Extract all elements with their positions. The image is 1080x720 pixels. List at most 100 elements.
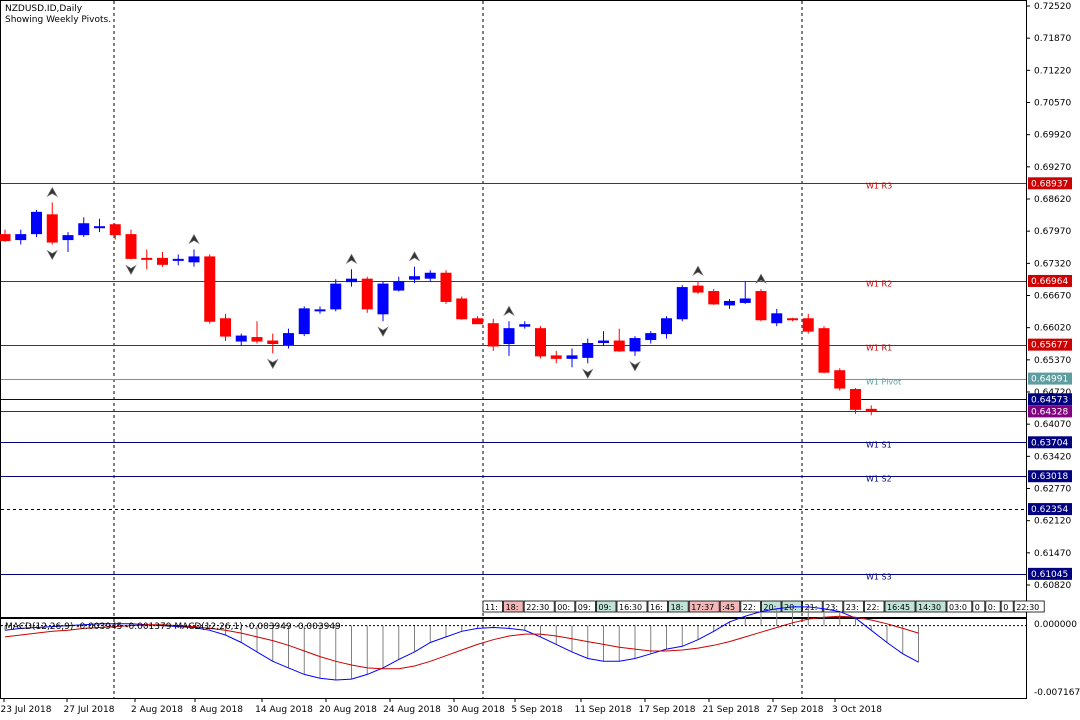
- main-plot-frame: [0, 0, 1027, 618]
- candle-body[interactable]: [78, 223, 90, 236]
- y-tick-label: 0.62770: [1034, 485, 1071, 495]
- candle-body[interactable]: [802, 318, 814, 332]
- session-box: [884, 600, 916, 613]
- candle-body[interactable]: [692, 285, 704, 293]
- candle-body[interactable]: [172, 258, 184, 261]
- price-tag: [1028, 177, 1072, 190]
- candle-body[interactable]: [503, 328, 515, 345]
- candle-body[interactable]: [157, 257, 168, 265]
- candle-body[interactable]: [330, 283, 342, 310]
- candle-body[interactable]: [109, 224, 121, 236]
- candle-body[interactable]: [865, 408, 877, 412]
- candle-body[interactable]: [251, 337, 263, 342]
- candle-body[interactable]: [472, 318, 483, 325]
- candle-body[interactable]: [566, 355, 578, 359]
- candle-body[interactable]: [582, 343, 594, 358]
- session-box: [822, 600, 844, 613]
- candle-body[interactable]: [645, 333, 657, 341]
- fractal-up-arrow: [188, 233, 200, 245]
- candle-body[interactable]: [629, 338, 641, 352]
- candle-body[interactable]: [62, 235, 74, 241]
- subtitle-label: Showing Weekly Pivots.: [5, 15, 112, 25]
- y-tick-label: 0.65370: [1034, 356, 1071, 366]
- candle-body[interactable]: [771, 313, 783, 324]
- candle-body[interactable]: [298, 308, 310, 335]
- candle-body[interactable]: [535, 328, 546, 357]
- y-tick-label: 0.71220: [1034, 66, 1071, 76]
- candle-body[interactable]: [346, 278, 357, 283]
- candle-body[interactable]: [739, 298, 751, 303]
- candle-body[interactable]: [613, 340, 625, 352]
- candle-body[interactable]: [850, 389, 861, 410]
- candle-body[interactable]: [314, 309, 326, 312]
- candle-body[interactable]: [755, 291, 767, 321]
- candle-body[interactable]: [724, 300, 735, 306]
- x-tick-label: 17 Sep 2018: [638, 705, 695, 715]
- session-box-label: 0:: [988, 603, 996, 612]
- price-tag-label: 0.64573: [1031, 395, 1068, 405]
- candle-body[interactable]: [235, 335, 247, 342]
- session-box: [915, 600, 947, 613]
- session-box-label: 16:45: [887, 603, 910, 612]
- candle-body[interactable]: [550, 355, 562, 359]
- candle-body[interactable]: [125, 234, 137, 259]
- candle-body[interactable]: [220, 318, 231, 337]
- candle-body[interactable]: [440, 272, 452, 302]
- candle-body[interactable]: [409, 276, 420, 280]
- candle-body[interactable]: [787, 318, 798, 321]
- candle-body[interactable]: [46, 214, 58, 243]
- candle-body[interactable]: [141, 257, 153, 260]
- session-box: [985, 600, 1001, 613]
- session-box-label: 22:: [743, 603, 756, 612]
- session-box: [946, 600, 973, 613]
- x-tick-label: 30 Aug 2018: [447, 705, 505, 715]
- session-box-label: 20:: [763, 603, 776, 612]
- fractal-down-arrow: [266, 358, 279, 370]
- session-box: [523, 600, 555, 613]
- candle-body[interactable]: [361, 278, 373, 310]
- candle-body[interactable]: [94, 226, 105, 229]
- candle-body[interactable]: [708, 291, 720, 305]
- session-box-label: 22:30: [526, 603, 549, 612]
- candle-body[interactable]: [519, 324, 531, 327]
- session-box-label: 0: [1003, 603, 1008, 612]
- x-tick-label: 3 Oct 2018: [832, 705, 882, 715]
- candle-body[interactable]: [661, 318, 672, 335]
- candle-body[interactable]: [204, 256, 216, 322]
- session-box: [482, 600, 504, 613]
- candle-body[interactable]: [818, 328, 830, 373]
- session-box: [1013, 600, 1045, 613]
- pivot-label: W1 S3: [866, 573, 892, 582]
- fractal-up-arrow: [755, 273, 767, 284]
- session-box-label: 0: [975, 603, 980, 612]
- candle-body[interactable]: [598, 340, 609, 344]
- candle-body[interactable]: [0, 234, 11, 242]
- candle-body[interactable]: [487, 323, 499, 347]
- candle-body[interactable]: [15, 234, 27, 241]
- candle-body[interactable]: [377, 283, 389, 315]
- x-tick-label: 8 Aug 2018: [191, 705, 243, 715]
- y-tick-label: 0.61470: [1034, 549, 1071, 559]
- candle-body[interactable]: [676, 287, 688, 320]
- session-box: [864, 600, 885, 613]
- session-box-label: 22:: [866, 603, 879, 612]
- candle-body[interactable]: [456, 298, 468, 320]
- candle-body[interactable]: [424, 272, 436, 279]
- candle-body[interactable]: [393, 281, 405, 291]
- macd-y-tick-label: 0.000000: [1034, 620, 1077, 630]
- y-tick-label: 0.64070: [1034, 420, 1071, 430]
- candle-body[interactable]: [267, 340, 279, 345]
- x-tick-label: 20 Aug 2018: [319, 705, 377, 715]
- fractal-down-arrow: [377, 326, 389, 337]
- candle-body[interactable]: [283, 333, 294, 345]
- candle-body[interactable]: [188, 256, 200, 263]
- session-box: [688, 600, 720, 613]
- candle-body[interactable]: [31, 211, 42, 235]
- x-tick-label: 23 Jul 2018: [1, 705, 52, 715]
- session-box: [616, 600, 648, 613]
- candle-body[interactable]: [834, 370, 846, 389]
- session-box-label: 17:37: [691, 603, 714, 612]
- pivot-label: W1 R3: [866, 182, 892, 191]
- price-tag-label: 0.65677: [1031, 341, 1068, 351]
